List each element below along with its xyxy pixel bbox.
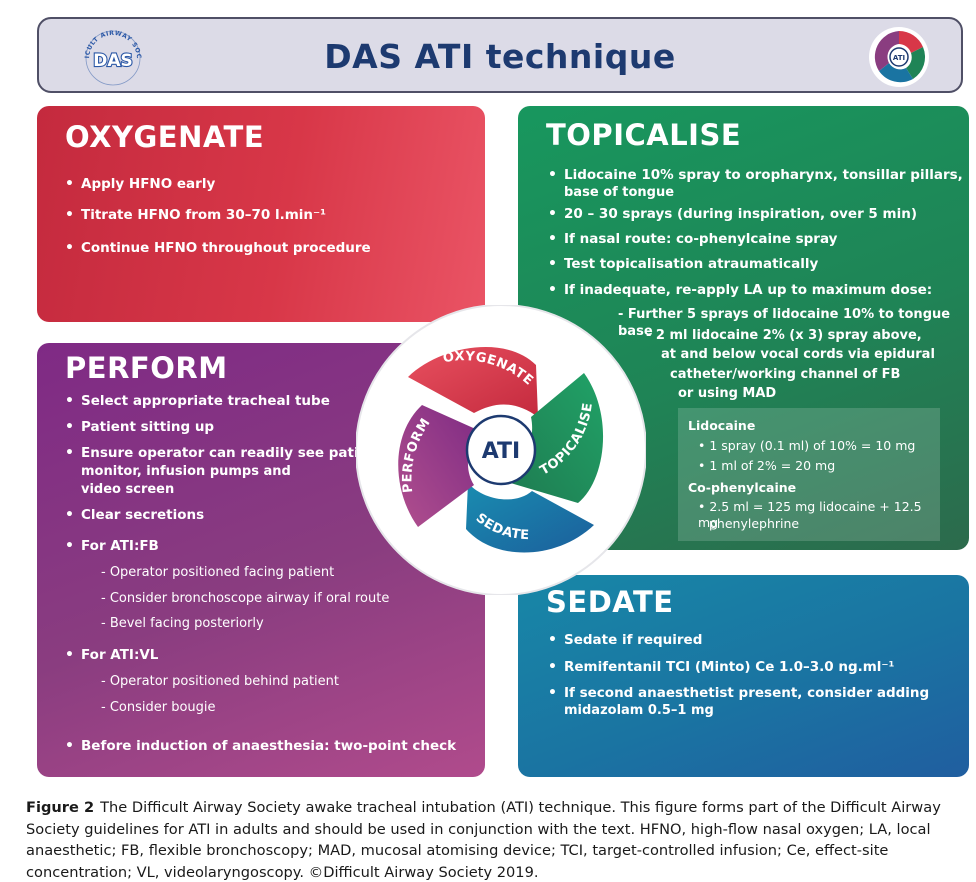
topicalise-bullet-3: If nasal route: co-phenylcaine spray — [548, 231, 837, 248]
das-logo: DIFFICULT AIRWAY SOCIETY DAS — [79, 25, 142, 86]
oxygenate-bullet-1: Apply HFNO early — [65, 176, 215, 193]
topicalise-sub-1: - Further 5 sprays of lidocaine 10% to t… — [618, 307, 951, 339]
das-logo-text: DAS — [93, 51, 133, 71]
topicalise-bullet-2: 20 – 30 sprays (during inspiration, over… — [548, 206, 917, 223]
ati-cycle-diagram: ATI OXYGENATE TOPICALISE SEDATE PERFORM — [356, 305, 646, 595]
topicalise-sub-2: - 2 ml lidocaine 2% (x 3) spray above, — [646, 328, 922, 343]
lidocaine-heading: Lidocaine — [688, 418, 756, 433]
sedate-bullet-3-cont: midazolam 0.5–1 mg — [564, 703, 714, 718]
topicalise-title: TOPICALISE — [546, 118, 742, 152]
perform-bullet-5: For ATI:FB — [65, 538, 159, 555]
cophenylcaine-dose-2: phenylephrine — [709, 516, 800, 531]
figure-caption: Figure 2 The Difficult Airway Society awa… — [26, 797, 961, 882]
sedate-segment — [466, 483, 594, 553]
topicalise-bullet-4: Test topicalisation atraumatically — [548, 256, 818, 273]
sedate-bullet-3: If second anaesthetist present, consider… — [548, 685, 929, 702]
perform-vl-sub-2: - Consider bougie — [101, 700, 216, 715]
topicalise-bullet-1: Lidocaine 10% spray to oropharynx, tonsi… — [548, 167, 963, 184]
perform-fb-sub-3: - Bevel facing posteriorly — [101, 616, 264, 631]
perform-segment — [398, 405, 480, 527]
ati-logo-text: ATI — [893, 54, 905, 62]
ati-logo: ATI — [869, 27, 929, 87]
topicalise-sub-5: or using MAD — [678, 386, 777, 401]
page-title: DAS ATI technique — [324, 37, 676, 76]
ati-hub-label: ATI — [482, 439, 521, 464]
topicalise-bullet-5: If inadequate, re-apply LA up to maximum… — [548, 282, 932, 299]
cophenylcaine-heading: Co-phenylcaine — [688, 480, 797, 495]
perform-bullet-7: Before induction of anaesthesia: two-poi… — [65, 738, 456, 755]
oxygenate-segment — [408, 347, 538, 417]
perform-bullet-3: Ensure operator can readily see patient — [65, 445, 384, 462]
perform-fb-sub-2: - Consider bronchoscope airway if oral r… — [101, 591, 390, 606]
oxygenate-bullet-3: Continue HFNO throughout procedure — [65, 240, 371, 257]
topicalise-bullet-1-cont: base of tongue — [564, 185, 675, 200]
lidocaine-dose-2: • 1 ml of 2% = 20 mg — [698, 458, 836, 473]
perform-bullet-2: Patient sitting up — [65, 419, 214, 436]
perform-fb-sub-1: - Operator positioned facing patient — [101, 565, 335, 580]
figure-caption-label: Figure 2 — [26, 799, 95, 816]
topicalise-sub-3: at and below vocal cords via epidural — [661, 347, 935, 362]
sedate-bullet-1: Sedate if required — [548, 632, 702, 649]
perform-bullet-3-cont-2: video screen — [81, 482, 175, 497]
oxygenate-panel: OXYGENATE Apply HFNO early Titrate HFNO … — [37, 106, 485, 322]
ati-wheel — [398, 347, 604, 553]
perform-bullet-6: For ATI:VL — [65, 647, 158, 664]
oxygenate-bullet-2: Titrate HFNO from 30–70 l.min⁻¹ — [65, 207, 326, 224]
perform-bullet-1: Select appropriate tracheal tube — [65, 393, 330, 410]
cophenylcaine-dose-1: • 2.5 ml = 125 mg lidocaine + 12.5 mg — [698, 499, 922, 530]
perform-bullet-3-cont-1: monitor, infusion pumps and — [81, 464, 291, 479]
ati-hub — [465, 414, 537, 486]
topicalise-sub-4: catheter/working channel of FB — [670, 367, 901, 382]
dose-info-box: Lidocaine • 1 spray (0.1 ml) of 10% = 10… — [678, 408, 940, 541]
sedate-title: SEDATE — [546, 585, 674, 619]
perform-bullet-4: Clear secretions — [65, 507, 204, 524]
figure-caption-text: The Difficult Airway Society awake trach… — [26, 799, 941, 881]
sedate-panel: SEDATE Sedate if required Remifentanil T… — [518, 575, 969, 777]
sedate-bullet-2: Remifentanil TCI (Minto) Ce 1.0–3.0 ng.m… — [548, 659, 894, 676]
header-banner: DIFFICULT AIRWAY SOCIETY DAS DAS ATI tec… — [37, 17, 963, 93]
perform-vl-sub-1: - Operator positioned behind patient — [101, 674, 340, 689]
perform-title: PERFORM — [65, 351, 228, 385]
lidocaine-dose-1: • 1 spray (0.1 ml) of 10% = 10 mg — [698, 438, 916, 453]
oxygenate-title: OXYGENATE — [65, 120, 265, 154]
